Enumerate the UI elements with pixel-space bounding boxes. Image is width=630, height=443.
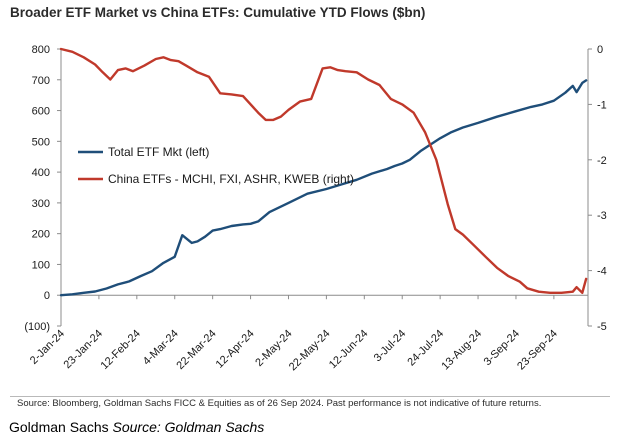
source-note: Source: Bloomberg, Goldman Sachs FICC & … bbox=[17, 398, 542, 409]
x-tick-label: 12-Apr-24 bbox=[214, 328, 257, 371]
right-y-tick-label: -1 bbox=[597, 99, 607, 111]
left-y-tick-label: 200 bbox=[32, 229, 50, 241]
left-y-tick-label: 400 bbox=[32, 167, 50, 179]
x-tick-label: 4-Mar-24 bbox=[141, 328, 181, 368]
tick-labels: (100) 0 100 200 300 400 500 600 700 800 -5 -4 -3 -2 -1… bbox=[24, 44, 606, 373]
left-y-tick-label: 600 bbox=[32, 106, 50, 118]
right-y-tick-label: -3 bbox=[597, 210, 607, 222]
x-tick-label: 2-Jan-24 bbox=[28, 328, 67, 367]
right-y-tick-label: 0 bbox=[597, 44, 603, 56]
x-tick-label: 22-Mar-24 bbox=[174, 328, 218, 372]
series-line-china-etfs bbox=[59, 47, 588, 294]
x-tick-label: 22-May-24 bbox=[287, 328, 333, 374]
right-y-tick-label: -2 bbox=[597, 155, 607, 167]
chart-title: Broader ETF Market vs China ETFs: Cumula… bbox=[10, 5, 426, 20]
footer-brand: Goldman Sachs bbox=[9, 419, 109, 435]
x-tick-label: 3-Jul-24 bbox=[372, 328, 409, 365]
left-y-tick-label: 700 bbox=[32, 75, 50, 87]
footer-credit: Goldman Sachs Source: Goldman Sachs bbox=[9, 419, 264, 435]
chart-area: (100) 0 100 200 300 400 500 600 700 800 -5 -4 -3 -2 -1… bbox=[24, 44, 606, 373]
x-tick-label: 23-Sep-24 bbox=[515, 328, 560, 373]
axes bbox=[57, 48, 592, 327]
left-y-tick-label: 300 bbox=[32, 198, 50, 210]
x-tick-label: 12-Feb-24 bbox=[99, 328, 143, 372]
left-y-tick-label: (100) bbox=[24, 321, 50, 333]
left-y-tick-label: 500 bbox=[32, 136, 50, 148]
right-y-tick-label: -5 bbox=[597, 321, 607, 333]
right-y-tick-label: -4 bbox=[597, 266, 607, 278]
left-y-tick-label: 800 bbox=[32, 44, 50, 56]
footer-source-label: Source: Goldman Sachs bbox=[112, 419, 265, 435]
x-tick-label: 13-Aug-24 bbox=[439, 328, 484, 373]
series-line-total-etf bbox=[59, 79, 588, 297]
left-y-tick-label: 100 bbox=[32, 259, 50, 271]
legend-label-total-etf: Total ETF Mkt (left) bbox=[108, 145, 209, 159]
x-tick-label: 12-Jun-24 bbox=[327, 328, 371, 372]
legend: Total ETF Mkt (left) China ETFs - MCHI, F… bbox=[78, 145, 354, 186]
series-layer bbox=[59, 47, 588, 297]
left-y-tick-label: 0 bbox=[44, 290, 50, 302]
legend-label-china-etfs: China ETFs - MCHI, FXI, ASHR, KWEB (righ… bbox=[108, 172, 354, 186]
source-divider bbox=[10, 396, 610, 397]
